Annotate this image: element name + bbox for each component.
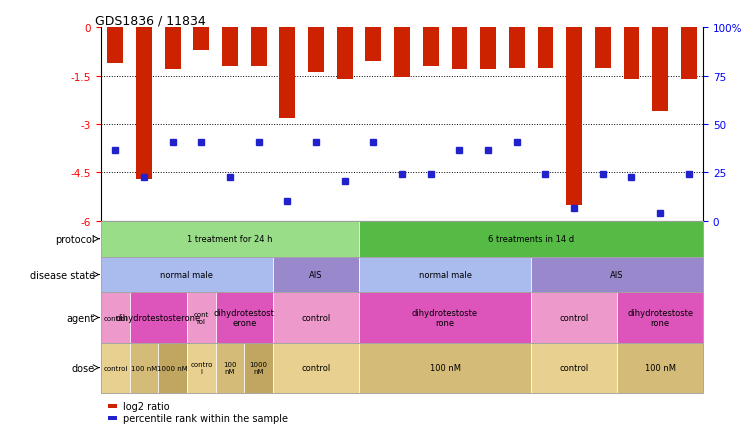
Text: AIS: AIS	[610, 270, 624, 279]
Text: dihydrotestosterone: dihydrotestosterone	[116, 313, 201, 322]
Bar	[129, 293, 187, 343]
Text: control: control	[301, 313, 331, 322]
Bar	[108, 28, 123, 64]
Text: contro
l: contro l	[190, 362, 212, 374]
Bar	[245, 343, 273, 393]
Bar	[129, 343, 159, 393]
Bar	[273, 293, 359, 343]
Bar	[194, 28, 209, 51]
Bar	[359, 257, 531, 293]
Bar	[101, 221, 359, 257]
Bar	[617, 343, 703, 393]
Text: dihydrotestost
erone: dihydrotestost erone	[214, 309, 275, 327]
Text: log2 ratio: log2 ratio	[123, 401, 170, 411]
Bar	[251, 28, 266, 67]
Bar	[681, 28, 696, 80]
Text: 100 nM: 100 nM	[131, 365, 157, 371]
Bar	[101, 293, 703, 343]
Bar	[480, 28, 496, 70]
Text: 1000 nM: 1000 nM	[157, 365, 188, 371]
Text: dose: dose	[72, 363, 95, 373]
Bar	[359, 221, 703, 257]
Bar	[101, 343, 129, 393]
Bar	[531, 343, 617, 393]
Bar	[566, 28, 582, 205]
Text: disease state: disease state	[30, 270, 95, 280]
Bar	[624, 28, 640, 80]
Bar	[101, 221, 703, 257]
Bar	[308, 28, 324, 73]
Bar	[215, 343, 245, 393]
Text: AIS: AIS	[309, 270, 323, 279]
Text: control: control	[301, 363, 331, 372]
Bar	[452, 28, 468, 70]
Text: percentile rank within the sample: percentile rank within the sample	[123, 413, 289, 423]
Text: cont
rol: cont rol	[194, 312, 209, 324]
Bar	[187, 343, 215, 393]
Bar	[359, 343, 531, 393]
Bar	[366, 28, 381, 62]
Bar	[531, 293, 617, 343]
Text: control: control	[560, 363, 589, 372]
Text: dihydrotestoste
rone: dihydrotestoste rone	[412, 309, 478, 327]
Bar	[101, 257, 273, 293]
Bar	[337, 28, 352, 80]
Bar	[531, 257, 703, 293]
Bar	[652, 28, 668, 112]
Bar	[215, 293, 273, 343]
Bar	[538, 28, 554, 69]
Bar	[101, 343, 703, 393]
Text: 100 nM: 100 nM	[645, 363, 675, 372]
Bar	[108, 416, 117, 420]
Text: 100 nM: 100 nM	[429, 363, 461, 372]
Bar	[394, 28, 410, 78]
Text: dihydrotestoste
rone: dihydrotestoste rone	[627, 309, 693, 327]
Bar	[359, 293, 531, 343]
Text: normal male: normal male	[161, 270, 213, 279]
Text: agent: agent	[67, 313, 95, 323]
Bar	[222, 28, 238, 67]
Text: control: control	[103, 365, 127, 371]
Text: protocol: protocol	[55, 234, 95, 244]
Bar	[101, 293, 129, 343]
Bar	[273, 343, 359, 393]
Bar	[423, 28, 438, 67]
Bar	[108, 404, 117, 408]
Text: 6 treatments in 14 d: 6 treatments in 14 d	[488, 235, 574, 243]
Bar	[509, 28, 524, 69]
Bar	[101, 257, 703, 293]
Bar	[165, 28, 180, 70]
Text: control: control	[560, 313, 589, 322]
Bar	[595, 28, 610, 69]
Bar	[617, 293, 703, 343]
Bar	[273, 257, 359, 293]
Text: 1 treatment for 24 h: 1 treatment for 24 h	[187, 235, 273, 243]
Text: control: control	[103, 315, 127, 321]
Text: 100
nM: 100 nM	[223, 362, 237, 374]
Bar	[136, 28, 152, 180]
Bar	[280, 28, 295, 118]
Text: normal male: normal male	[419, 270, 471, 279]
Bar	[187, 293, 215, 343]
Bar	[159, 343, 187, 393]
Text: GDS1836 / 11834: GDS1836 / 11834	[95, 14, 206, 27]
Text: 1000
nM: 1000 nM	[250, 362, 268, 374]
